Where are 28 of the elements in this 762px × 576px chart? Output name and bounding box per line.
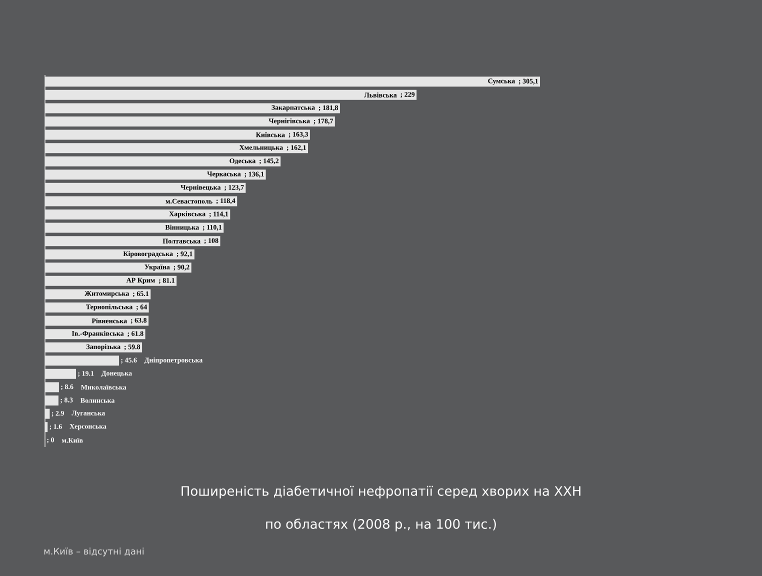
bar: [45, 222, 224, 233]
bar: [45, 368, 76, 379]
bar: [45, 90, 417, 100]
bar: [45, 342, 142, 352]
bar: [45, 236, 220, 246]
text: м.Київ – відсутні дані: [44, 548, 144, 556]
bar: [45, 76, 540, 87]
bar: [45, 143, 308, 154]
bar: [45, 356, 119, 366]
bar: [45, 170, 266, 180]
bar: [45, 422, 48, 432]
bar: [45, 382, 59, 392]
bar: [45, 210, 230, 220]
bar: [45, 249, 194, 260]
bar: [45, 316, 149, 326]
bar: [45, 116, 335, 126]
bar: [45, 408, 50, 419]
bar: [45, 182, 246, 193]
bar: [45, 196, 238, 206]
bar: [45, 276, 177, 286]
bar: [45, 262, 192, 273]
bar: [45, 130, 310, 140]
bar: [45, 156, 281, 166]
bar: [45, 302, 149, 312]
text: Поширеність діабетичної нефропатії серед хворих на ХХН: [182, 486, 580, 498]
bar: [45, 396, 58, 406]
text: по областях (2008 р., на 100 тис.): [266, 518, 496, 532]
bar: [45, 103, 340, 114]
